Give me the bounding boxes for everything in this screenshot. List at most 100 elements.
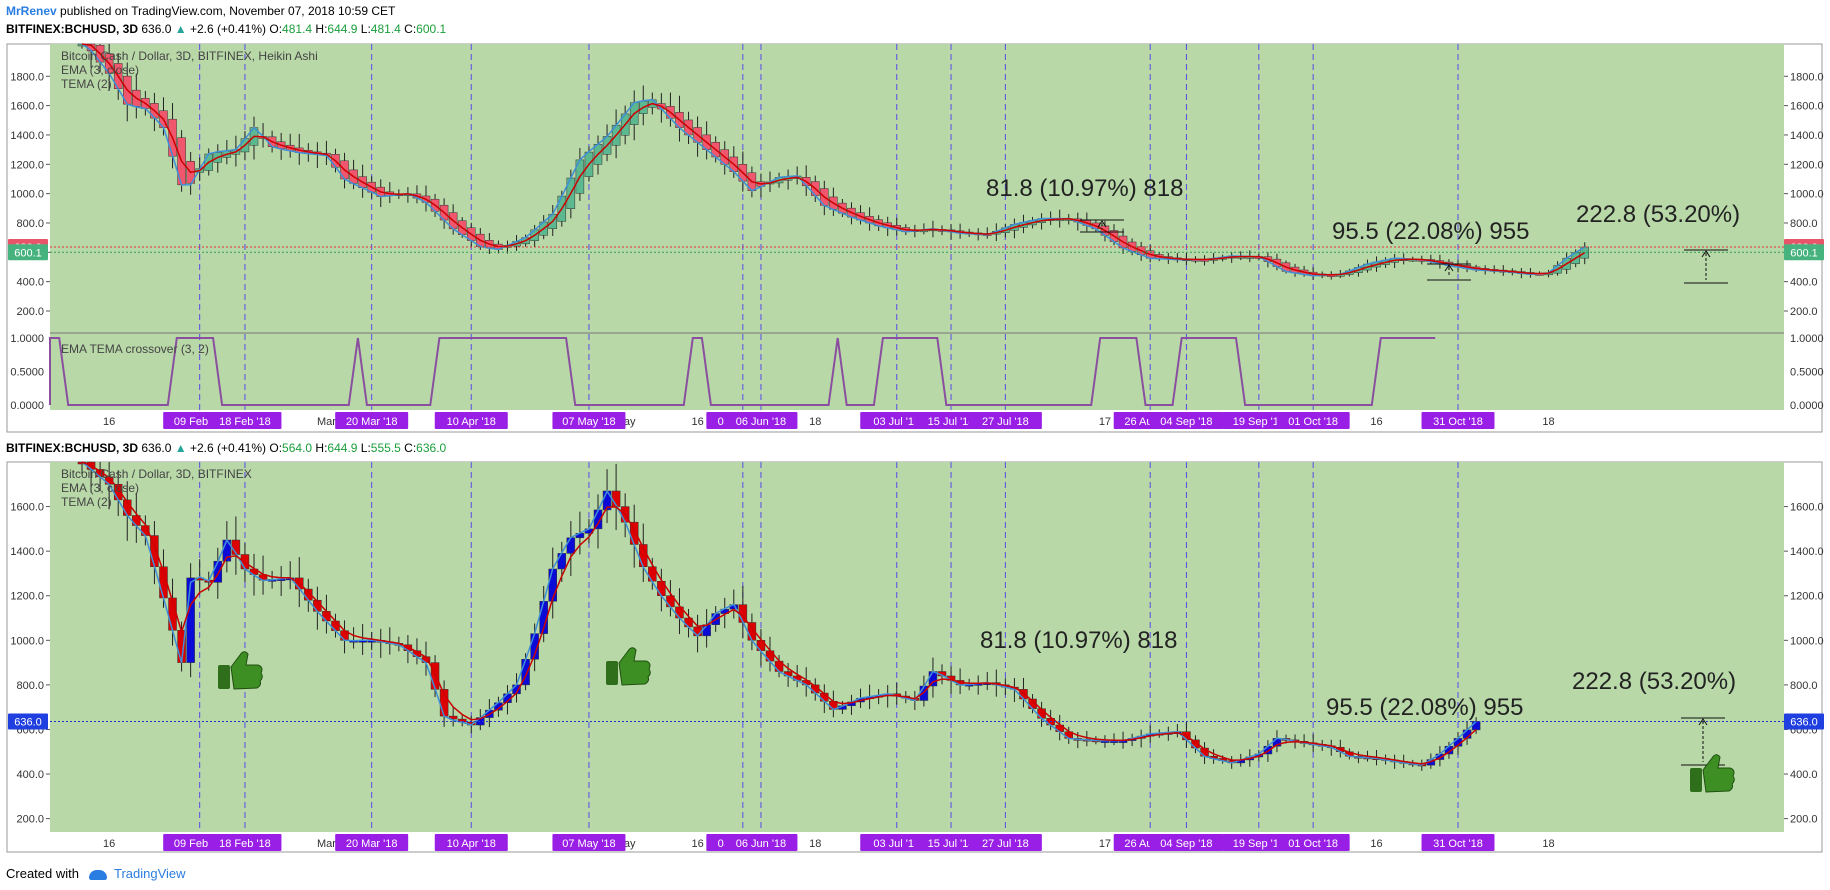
p2-price-badge-left [8, 713, 48, 730]
date-badge [208, 412, 282, 429]
publish-info: MrRenev published on TradingView.com, No… [6, 4, 395, 18]
tradingview-link[interactable]: TradingView [114, 866, 186, 881]
annotation-1: 81.8 (10.97%) 818 [986, 175, 1183, 202]
panel2-low: 555.5 [370, 441, 401, 455]
p1-x-tick: 16 [1370, 416, 1382, 428]
p2-y-tick-label-right: 200.0 [1790, 814, 1818, 826]
p1-ema-line [81, 43, 1586, 276]
p2-ema-line [81, 461, 1477, 765]
publish-text: published on TradingView.com, November 0… [60, 4, 396, 18]
p1-x-tick: 17 [1099, 416, 1111, 428]
p2-y-tick-label-right: 1600.0 [1790, 502, 1824, 514]
date-badge [434, 834, 508, 851]
osc-line [49, 337, 1436, 406]
p2-y-tick-label-left: 1200.0 [10, 591, 44, 603]
date-badge [552, 834, 626, 851]
panel1-change: +2.6 (+0.41%) [189, 22, 267, 36]
date-badge-label: 04 Sep '18 [1160, 416, 1212, 428]
panel2-symbol[interactable]: BITFINEX:BCHUSD, 3D [6, 441, 139, 455]
p1-close-badge-right [1784, 244, 1824, 261]
p1-y-tick-label-right: 1600.0 [1790, 101, 1824, 113]
date-badge [968, 412, 1042, 429]
panel1-price: 636.0 [141, 22, 172, 36]
p1-y-tick-label-right: 400.0 [1790, 277, 1818, 289]
date-badge-label: 06 Jun '18 [736, 838, 786, 850]
date-badge-label: 06 Jun '18 [736, 416, 786, 428]
author-name[interactable]: MrRenev [6, 4, 57, 18]
date-badge-label: 01 Oct '18 [1288, 838, 1338, 850]
date-badge [208, 834, 282, 851]
candle [331, 620, 340, 631]
p1-legend-line: EMA (3, close) [61, 63, 139, 77]
p2-price-badge-right [1784, 713, 1824, 730]
p1-y-tick-label-left: 200.0 [16, 306, 44, 318]
date-badge [1149, 834, 1223, 851]
p2-candles [77, 461, 1481, 771]
p2-y-tick-label-left: 200.0 [16, 814, 44, 826]
panel1-open: 481.4 [282, 22, 313, 36]
osc-tick-label-left: 0.5000 [10, 367, 44, 379]
p2-legend-line: EMA (3, close) [61, 481, 139, 495]
p2-y-tick-label-left: 1400.0 [10, 546, 44, 558]
date-badge-label: 03 Jul '18 [873, 838, 920, 850]
date-badge-label: 31 Oct '18 [1433, 416, 1483, 428]
p1-y-tick-label-left: 1200.0 [10, 159, 44, 171]
date-badge [1421, 834, 1495, 851]
p2-y-tick-label-right: 400.0 [1790, 769, 1818, 781]
thumbs-up-icon [606, 647, 651, 686]
date-badge-label: 18 Feb '18 [219, 416, 271, 428]
candle [928, 671, 938, 687]
date-badge-label: 10 Apr '18 [447, 416, 496, 428]
panel1-close: 600.1 [416, 22, 447, 36]
date-badge-label: 03 Jul '18 [873, 416, 920, 428]
up-arrow-icon: ▲ [174, 441, 187, 455]
thumb-hand [1702, 754, 1735, 793]
annotation-2: 95.5 (22.08%) 955 [1332, 218, 1529, 245]
tradingview-logo-icon [88, 869, 107, 880]
p2-price-badge-right-label: 636.0 [1790, 716, 1818, 728]
osc-legend: EMA TEMA crossover (3, 2) [61, 342, 209, 356]
p1-y-tick-label-left: 400.0 [16, 277, 44, 289]
p1-close-badge-left-label: 600.1 [14, 247, 42, 259]
p1-close-badge-left [8, 244, 48, 261]
oscillator-pane [50, 333, 1784, 410]
date-badge-label: 27 Jul '18 [982, 416, 1029, 428]
panel2-price: 636.0 [141, 441, 172, 455]
p2-x-tick: Mar [317, 838, 336, 850]
osc-tick-label-right: 0.5000 [1790, 367, 1824, 379]
thumb-cuff [1690, 768, 1702, 792]
footer: Created with TradingView [6, 866, 186, 881]
p1-legend-line: Bitcoin Cash / Dollar, 3D, BITFINEX, Hei… [61, 49, 318, 63]
p2-y-tick-label-right: 1400.0 [1790, 546, 1824, 558]
p2-y-tick-label-right: 1200.0 [1790, 591, 1824, 603]
date-badge [968, 834, 1042, 851]
date-badge-label: 01 Oct '18 [1288, 416, 1338, 428]
osc-tick-label-left: 1.0000 [10, 333, 44, 345]
panel1-high: 644.9 [327, 22, 358, 36]
date-badge-label: 31 Oct '18 [1433, 838, 1483, 850]
annotation-1: 81.8 (10.97%) 818 [980, 627, 1177, 654]
p1-x-tick: Mar [317, 416, 336, 428]
osc-tick-label-right: 1.0000 [1790, 333, 1824, 345]
date-badge [335, 834, 409, 851]
chart-canvas[interactable]: 1800.0 1800.0 1600.0 1600.0 1400.0 1400.0 1200… [0, 0, 1830, 862]
p1-y-tick-label-right: 200.0 [1790, 306, 1818, 318]
annotation-3: 222.8 (53.20%) [1572, 668, 1736, 695]
date-badge [552, 412, 626, 429]
osc-tick-label-right: 0.0000 [1790, 400, 1824, 412]
candle [557, 553, 567, 570]
date-badge-label: 04 Sep '18 [1160, 838, 1212, 850]
thumb-hand [230, 651, 263, 690]
panel1-header: BITFINEX:BCHUSD, 3D 636.0 ▲ +2.6 (+0.41%… [6, 22, 447, 36]
panel1-symbol[interactable]: BITFINEX:BCHUSD, 3D [6, 22, 139, 36]
candle [186, 577, 195, 663]
p1-y-tick-label-right: 1400.0 [1790, 130, 1824, 142]
panel2-open: 564.0 [282, 441, 313, 455]
date-badge-label: 15 Jul '18 [928, 838, 975, 850]
date-badge-label: 27 Jul '18 [982, 838, 1029, 850]
p1-y-tick-label-right: 1800.0 [1790, 71, 1824, 83]
annotation-2: 95.5 (22.08%) 955 [1326, 694, 1523, 721]
date-badge-label: 07 May '18 [562, 416, 615, 428]
p2-x-tick: 18 [1542, 838, 1554, 850]
date-badge-label: 20 Mar '18 [346, 416, 398, 428]
